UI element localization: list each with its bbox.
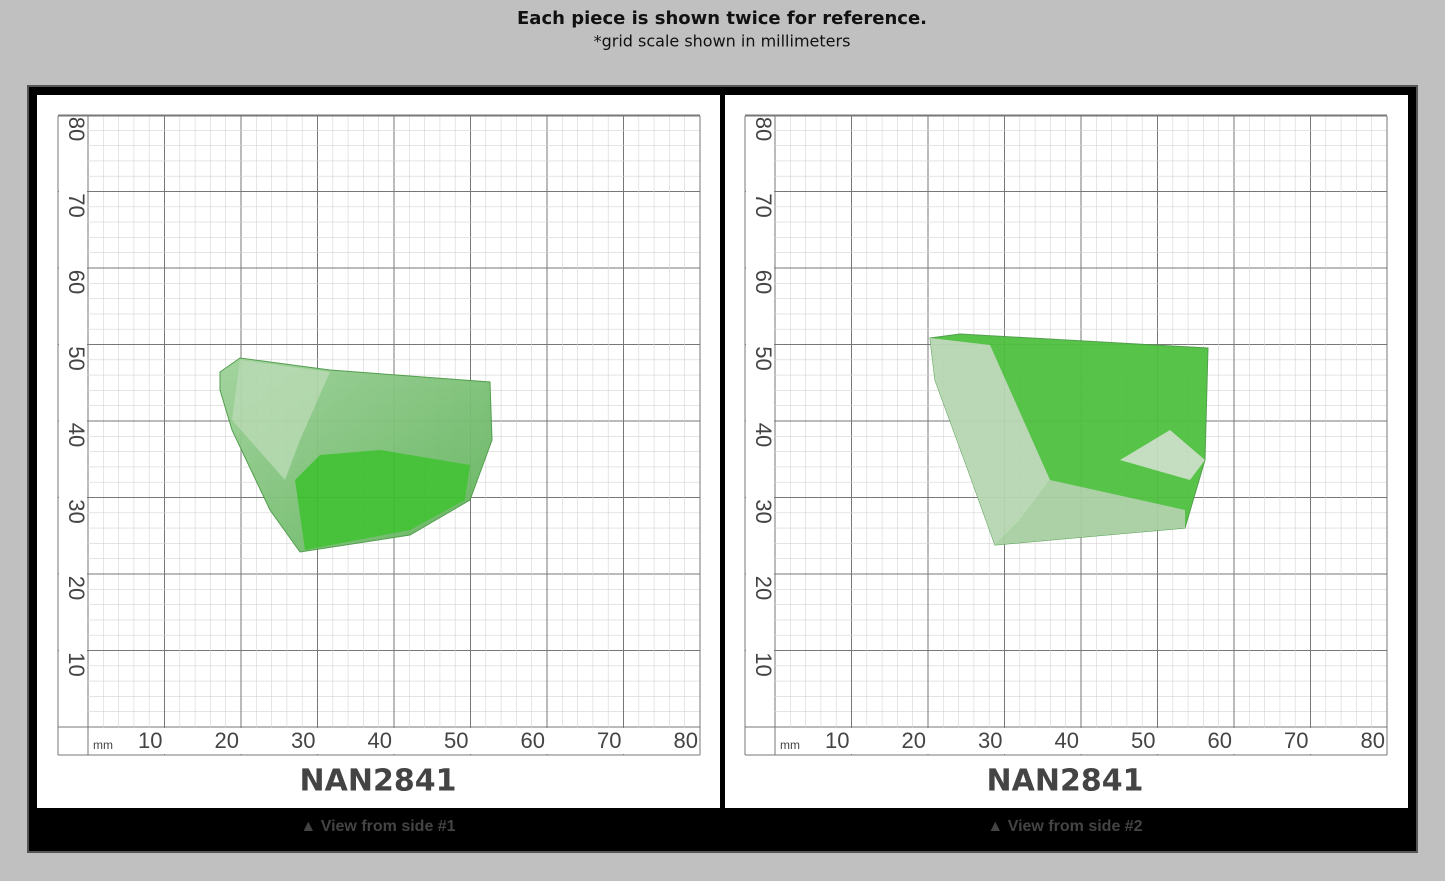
label-bg: [59, 117, 87, 726]
unit-label: mm: [93, 738, 113, 752]
y-label: 30: [64, 499, 89, 523]
stone-1: [219, 357, 493, 553]
y-label: 60: [751, 270, 776, 294]
y-label: 80: [64, 117, 89, 141]
y-label: 70: [64, 193, 89, 217]
y-label: 50: [751, 346, 776, 370]
x-label: 40: [368, 728, 392, 753]
x-label: 30: [978, 728, 1002, 753]
caption: ▲ View from side #1: [300, 818, 455, 835]
x-label: 70: [597, 728, 621, 753]
y-label: 10: [751, 652, 776, 676]
x-label: 10: [825, 728, 849, 753]
x-label: 20: [215, 728, 239, 753]
product-code: NAN2841: [987, 764, 1144, 799]
y-label: 80: [751, 117, 776, 141]
x-label: 30: [291, 728, 315, 753]
y-label: 70: [751, 193, 776, 217]
y-label: 50: [64, 346, 89, 370]
x-label: 10: [138, 728, 162, 753]
y-label: 40: [751, 423, 776, 447]
title: Each piece is shown twice for reference.: [517, 8, 927, 29]
x-label: 60: [521, 728, 545, 753]
unit-label: mm: [780, 738, 800, 752]
subtitle: *grid scale shown in millimeters: [594, 32, 851, 51]
panel: mm 10 20 30 40 50 60 70 80 10 20 30 40 50 60 70 80 NAN284…: [57, 114, 701, 835]
x-label: 60: [1208, 728, 1232, 753]
x-label: 80: [1361, 728, 1385, 753]
x-label: 40: [1055, 728, 1079, 753]
label-bg: [776, 728, 1386, 754]
label-bg: [746, 117, 774, 726]
x-label: 50: [1131, 728, 1155, 753]
y-label: 20: [751, 576, 776, 600]
label-bg: [89, 728, 699, 754]
x-label: 20: [902, 728, 926, 753]
y-label: 60: [64, 270, 89, 294]
y-label: 30: [751, 499, 776, 523]
y-label: 40: [64, 423, 89, 447]
y-label: 20: [64, 576, 89, 600]
panel: mm 10 20 30 40 50 60 70 80 10 20 30 40 50 60 70 80 NAN284…: [744, 114, 1388, 835]
x-label: 50: [444, 728, 468, 753]
caption: ▲ View from side #2: [987, 818, 1142, 835]
x-label: 80: [674, 728, 698, 753]
stone-2: [929, 333, 1209, 546]
product-code: NAN2841: [300, 764, 457, 799]
x-label: 70: [1284, 728, 1308, 753]
y-label: 10: [64, 652, 89, 676]
